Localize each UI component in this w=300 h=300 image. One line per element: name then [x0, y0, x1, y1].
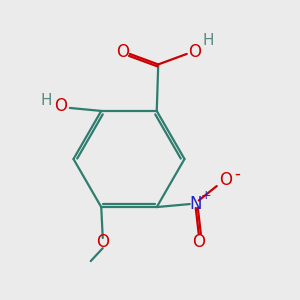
Text: H: H: [40, 93, 52, 108]
Text: O: O: [116, 43, 129, 61]
Text: +: +: [200, 189, 211, 202]
Text: O: O: [54, 98, 67, 116]
Text: O: O: [219, 171, 232, 189]
Text: O: O: [192, 233, 205, 251]
Text: O: O: [188, 43, 201, 61]
Text: N: N: [190, 195, 202, 213]
Text: H: H: [202, 33, 214, 48]
Text: O: O: [96, 232, 109, 250]
Text: -: -: [234, 165, 240, 183]
